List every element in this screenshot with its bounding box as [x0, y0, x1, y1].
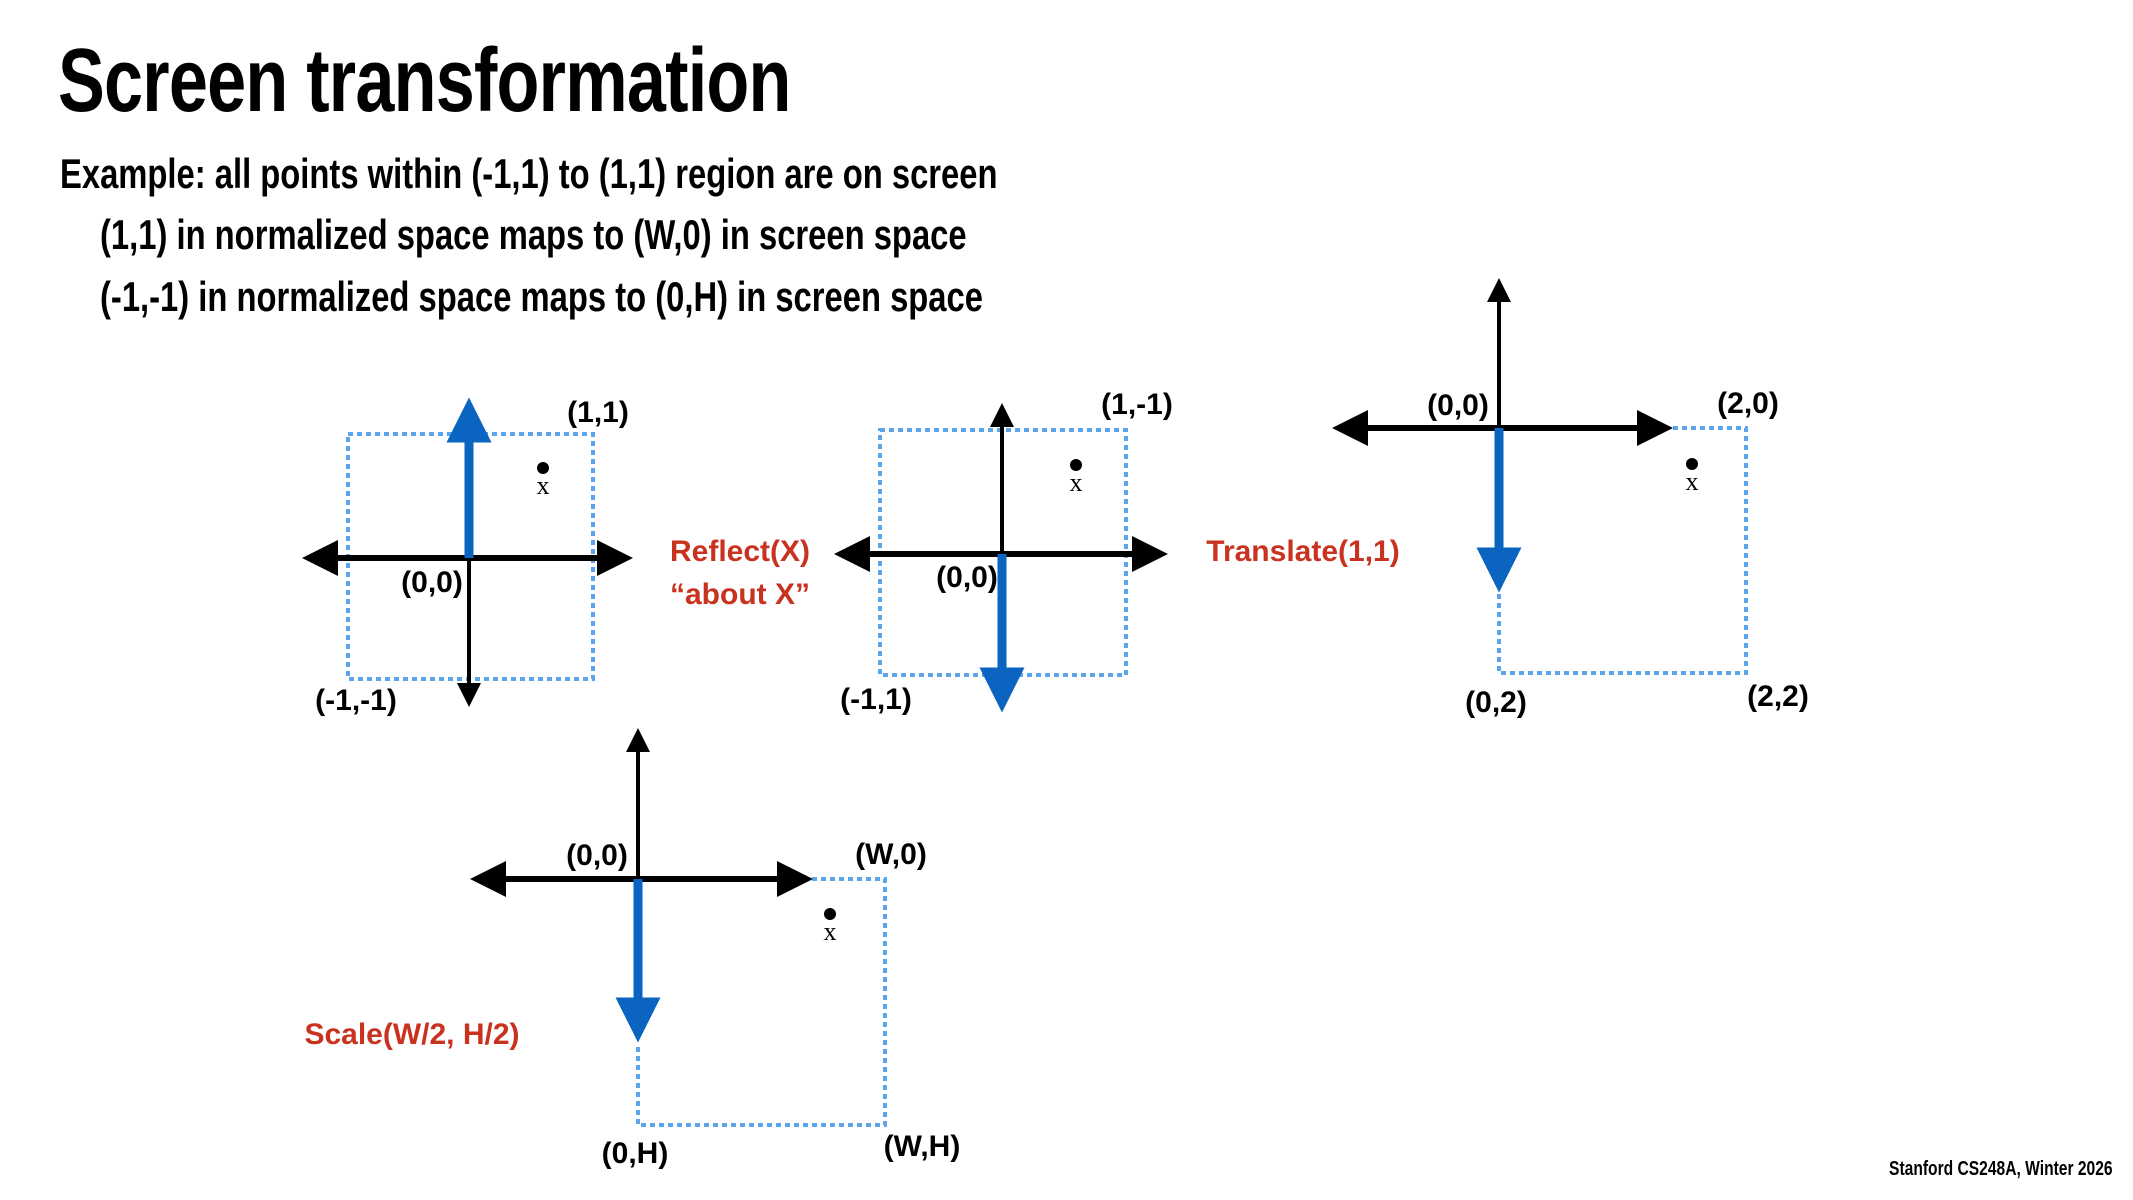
corner-label-2-top: (1,-1) [1101, 388, 1173, 421]
point-dot-3 [1686, 458, 1698, 470]
region-box-3 [1497, 426, 1748, 675]
corner-label-3-bottom: (2,2) [1747, 680, 1809, 713]
point-label-4: x [824, 917, 837, 946]
point-dot-2 [1070, 459, 1082, 471]
corner-label-3-top: (2,0) [1717, 387, 1779, 420]
slide-footer: Stanford CS248A, Winter 2026 [1889, 1158, 2113, 1180]
point-label-1: x [537, 471, 550, 500]
point-dot-1 [537, 462, 549, 474]
subtitle-line-3: (-1,-1) in normalized space maps to (0,H… [100, 273, 983, 320]
subtitle-line-1: Example: all points within (-1,1) to (1,… [60, 150, 998, 197]
point-label-2: x [1070, 468, 1083, 497]
origin-label-4: (0,0) [566, 839, 628, 872]
translate-label: Translate(1,1) [1206, 535, 1399, 568]
corner-label-1-top: (1,1) [567, 396, 629, 429]
origin-label-1: (0,0) [401, 566, 463, 599]
corner-label-3-bottom-left: (0,2) [1465, 686, 1527, 719]
corner-label-2-bottom: (-1,1) [840, 683, 912, 716]
slide-title: Screen transformation [58, 31, 791, 131]
corner-label-4-bottom: (W,H) [884, 1130, 961, 1163]
corner-label-4-top: (W,0) [855, 838, 927, 871]
origin-label-3: (0,0) [1427, 389, 1489, 422]
reflect-note: “about X” [670, 578, 810, 611]
reflect-label: Reflect(X) [670, 535, 810, 568]
point-dot-4 [824, 908, 836, 920]
origin-label-2: (0,0) [936, 561, 998, 594]
point-label-3: x [1686, 467, 1699, 496]
corner-label-1-bottom: (-1,-1) [315, 684, 397, 717]
corner-label-4-bottom-left: (0,H) [602, 1137, 669, 1170]
region-box-4 [636, 877, 887, 1127]
subtitle-line-2: (1,1) in normalized space maps to (W,0) … [100, 211, 967, 258]
scale-label: Scale(W/2, H/2) [304, 1018, 519, 1051]
